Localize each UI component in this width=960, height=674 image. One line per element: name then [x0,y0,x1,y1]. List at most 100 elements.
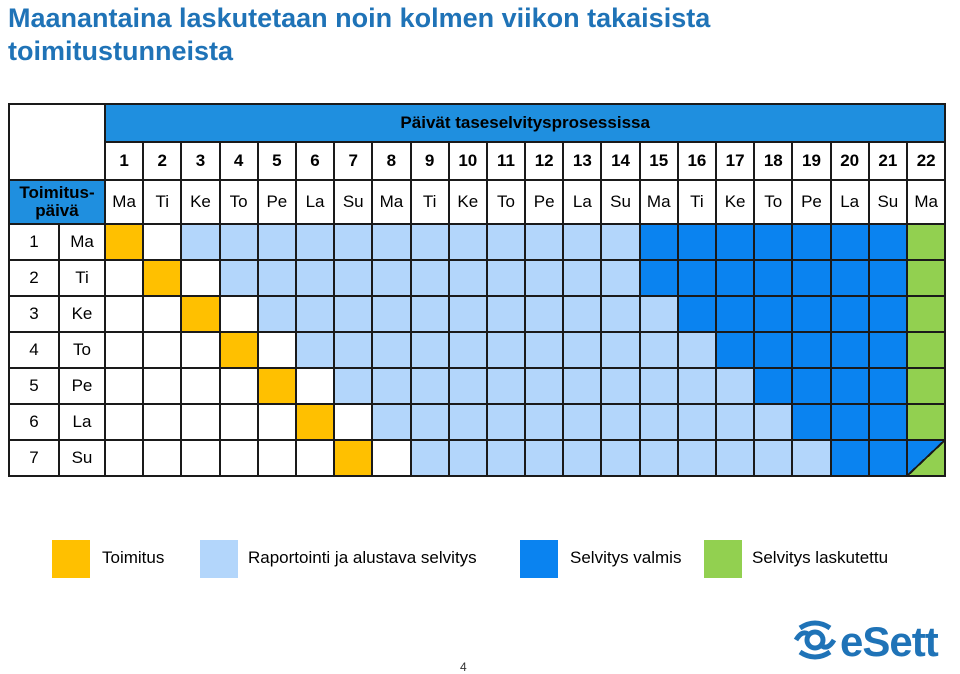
reporting-cell [562,223,603,261]
weekday-header: Ma [103,179,145,225]
settlement-done-cell [714,259,756,297]
day-number: 22 [905,141,947,181]
row-weekday: Ti [58,259,106,297]
legend-label: Raportointi ja alustava selvitys [248,548,477,567]
reporting-cell [524,367,565,405]
reporting-cell [600,439,641,477]
invoiced-cell [905,259,947,297]
legend-swatch-toimitus [52,540,90,578]
title-line-2: toimitustunneista [8,36,234,66]
logo-text: eSett [840,618,939,665]
settlement-done-cell [791,403,832,441]
reporting-cell [333,223,374,261]
day-number: 3 [180,141,221,181]
reporting-cell [714,367,756,405]
reporting-cell [562,439,603,477]
empty-cell [256,403,297,441]
day-number: 11 [485,141,527,181]
weekday-header: To [485,179,527,225]
row-number: 4 [8,331,60,369]
reporting-cell [485,295,527,333]
table-row: 1 Ma [8,223,947,261]
reporting-cell [333,367,374,405]
row-weekday: To [58,331,106,369]
reporting-cell [218,223,259,261]
empty-cell [142,403,183,441]
page-title: Maanantaina laskutetaan noin kolmen viik… [8,2,710,68]
reporting-cell [447,259,488,297]
reporting-cell [294,259,336,297]
day-number: 10 [447,141,488,181]
weekday-header: Ma [905,179,947,225]
weekday-header: La [829,179,870,225]
invoiced-cell [905,403,947,441]
settlement-done-cell [791,367,832,405]
reporting-cell [600,295,641,333]
reporting-cell [256,295,297,333]
settlement-done-cell [829,331,870,369]
legend-label: Toimitus [102,548,165,567]
reporting-cell [218,259,259,297]
weekday-header: Su [867,179,908,225]
reporting-cell [485,331,527,369]
empty-cell [142,367,183,405]
empty-cell [294,439,336,477]
settlement-done-cell [867,223,908,261]
empty-cell [180,259,221,297]
day-number: 21 [867,141,908,181]
reporting-cell [371,331,412,369]
invoiced-cell [905,223,947,261]
settlement-done-cell [676,223,718,261]
empty-cell [218,295,259,333]
reporting-cell [294,223,336,261]
reporting-cell [600,403,641,441]
reporting-cell [600,259,641,297]
day-number: 17 [714,141,756,181]
empty-cell [218,403,259,441]
settlement-done-cell [753,367,794,405]
reporting-cell [600,331,641,369]
reporting-cell [180,223,221,261]
reporting-cell [447,403,488,441]
row-weekday: Pe [58,367,106,405]
empty-cell [256,331,297,369]
weekday-header: Ke [447,179,488,225]
reporting-cell [447,439,488,477]
reporting-cell [485,259,527,297]
settlement-done-cell [867,295,908,333]
reporting-cell [333,295,374,333]
weekday-header: La [294,179,336,225]
day-number: 14 [600,141,641,181]
settlement-done-cell [714,223,756,261]
reporting-cell [524,259,565,297]
table-row: 3 Ke [8,295,947,333]
reporting-cell [409,403,450,441]
reporting-cell [638,439,679,477]
settlement-done-cell [867,439,908,477]
reporting-cell [447,223,488,261]
settlement-done-cell [829,403,870,441]
table-row: 2 Ti [8,259,947,297]
reporting-cell [562,331,603,369]
settlement-done-cell [753,223,794,261]
reporting-cell [333,259,374,297]
settlement-invoiced-split-cell [905,439,947,477]
settlement-done-cell [676,295,718,333]
weekday-header: To [218,179,259,225]
settlement-done-cell [829,439,870,477]
row-weekday: Ke [58,295,106,333]
corner-blank [8,103,106,181]
settlement-done-cell [867,403,908,441]
delivery-cell [333,439,374,477]
weekday-header: Ma [638,179,679,225]
days-header-title: Päivät taseselvitysprosessissa [103,103,947,143]
row-number: 2 [8,259,60,297]
reporting-cell [447,295,488,333]
table-row: 7 Su [8,439,947,477]
reporting-cell [791,439,832,477]
settlement-done-cell [829,259,870,297]
settlement-done-cell [829,367,870,405]
invoiced-cell [905,295,947,333]
settlement-done-cell [867,259,908,297]
settlement-done-cell [753,331,794,369]
